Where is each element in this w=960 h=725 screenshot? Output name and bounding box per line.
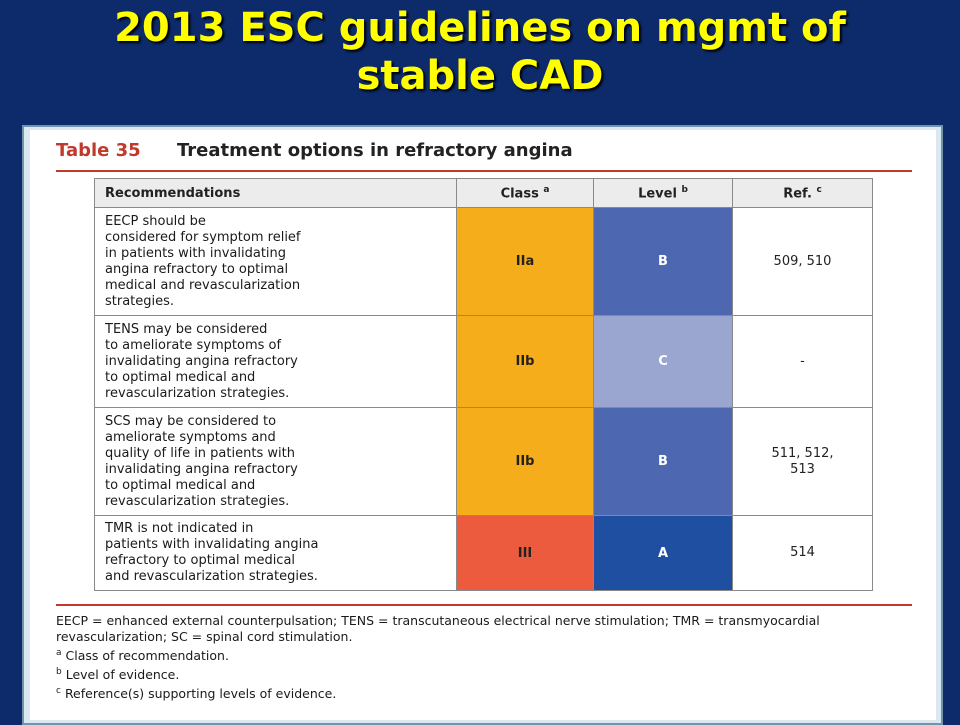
recommendation-text: EECP should be considered for symptom re… [94,207,457,316]
slide-title: 2013 ESC guidelines on mgmt of stable CA… [0,4,960,100]
level-cell: A [593,515,733,591]
recommendation-text: TMR is not indicated in patients with in… [94,515,457,591]
ref-cell: - [732,315,873,408]
recommendation-text: SCS may be considered to ameliorate symp… [94,407,457,516]
caption-divider [56,170,912,172]
table-header-row: Recommendations Class a Level b Ref. c [94,178,873,208]
abbreviations-note: EECP = enhanced external counterpulsatio… [56,613,820,644]
table-footnotes: EECP = enhanced external counterpulsatio… [56,613,916,702]
recommendations-table: Recommendations Class a Level b Ref. c E… [94,178,873,591]
table-caption: Table 35 Treatment options in refractory… [56,140,916,161]
table-row: EECP should be considered for symptom re… [94,207,873,316]
header-recommendations: Recommendations [94,178,457,208]
level-cell: C [593,315,733,408]
level-cell: B [593,207,733,316]
table-row: SCS may be considered to ameliorate symp… [94,407,873,516]
class-cell: IIa [456,207,594,316]
footnote-divider [56,604,912,606]
table-caption-text: Treatment options in refractory angina [176,140,573,161]
header-ref: Ref. c [732,178,873,208]
table-number: Table 35 [56,140,141,161]
footnote-c: c Reference(s) supporting levels of evid… [56,686,337,702]
slide-title-line-2: stable CAD [356,53,604,99]
footnote-b: b Level of evidence. [56,667,180,683]
footnote-a: a Class of recommendation. [56,648,229,664]
class-cell: IIb [456,407,594,516]
ref-cell: 511, 512, 513 [732,407,873,516]
table-row: TMR is not indicated in patients with in… [94,515,873,591]
ref-cell: 514 [732,515,873,591]
table-row: TENS may be considered to ameliorate sym… [94,315,873,408]
document-image: Table 35 Treatment options in refractory… [30,130,936,720]
header-level: Level b [593,178,733,208]
class-cell: IIb [456,315,594,408]
class-cell: III [456,515,594,591]
ref-cell: 509, 510 [732,207,873,316]
recommendation-text: TENS may be considered to ameliorate sym… [94,315,457,408]
slide-title-line-1: 2013 ESC guidelines on mgmt of [114,5,846,51]
level-cell: B [593,407,733,516]
header-class: Class a [456,178,594,208]
